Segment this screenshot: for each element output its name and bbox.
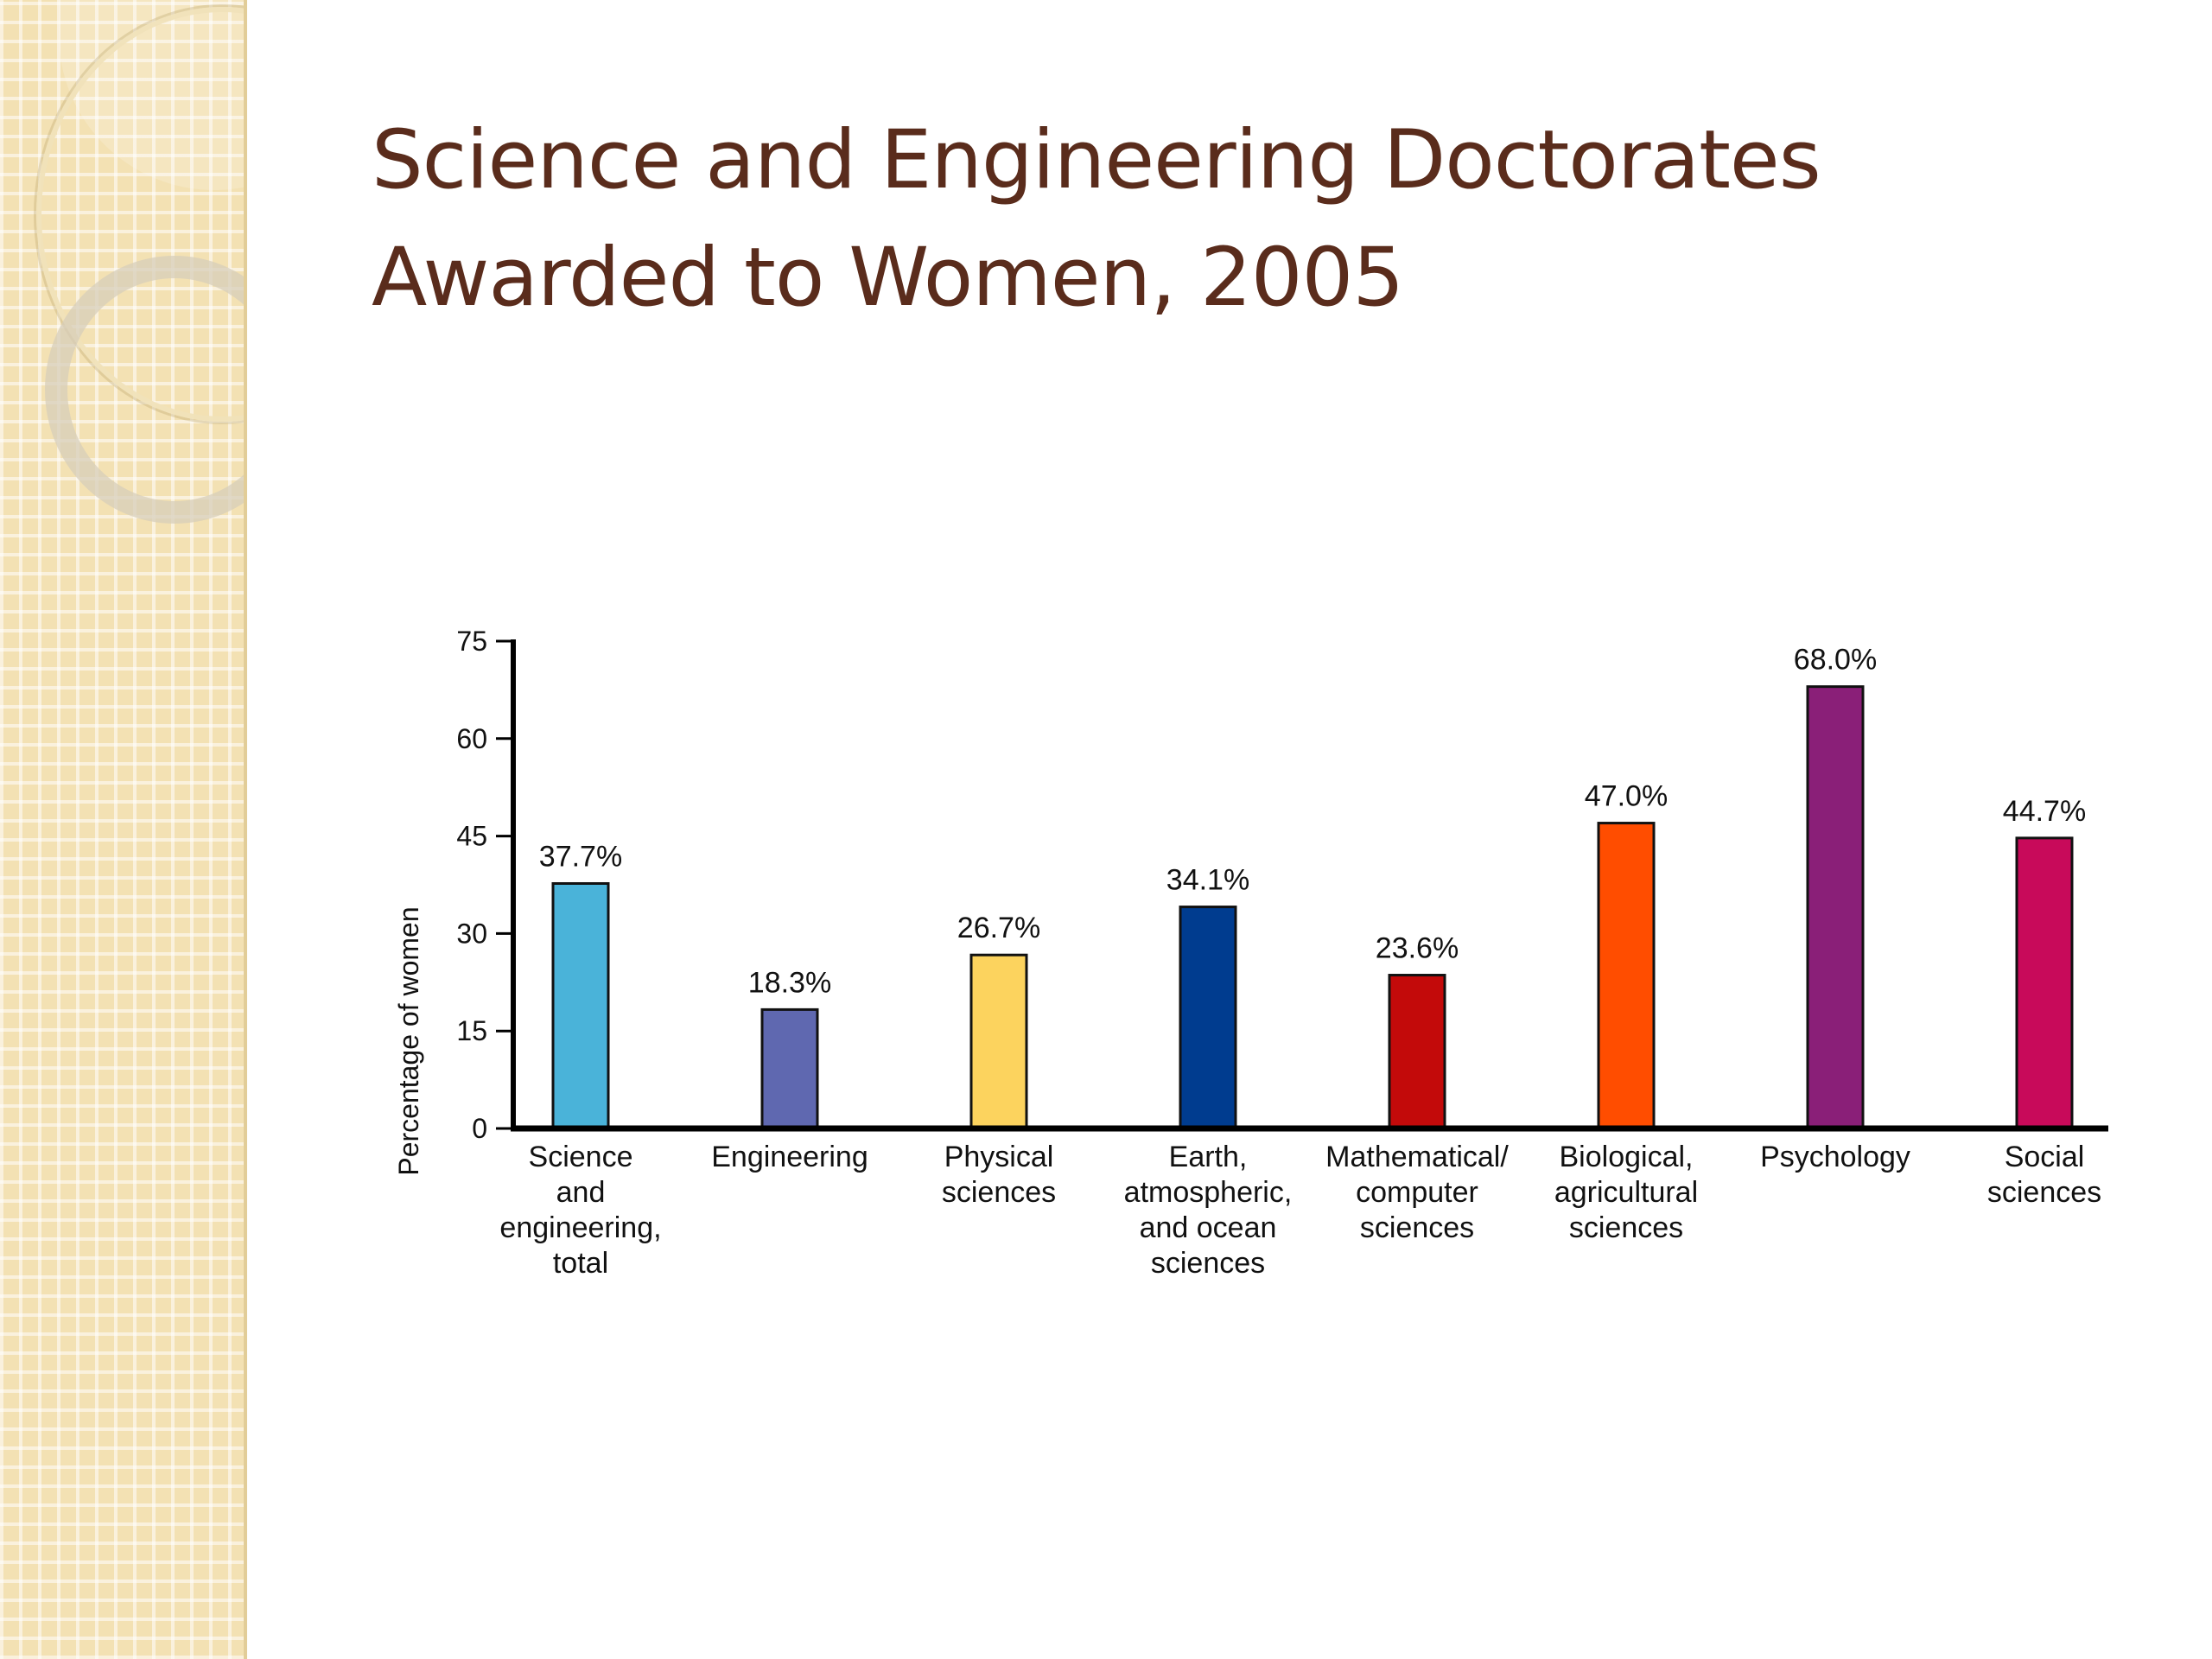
y-axis-title: Percentage of women [393,906,424,1175]
x-category-label: sciences [1569,1211,1683,1244]
bar-chart: Percentage of women 0 15 30 45 60 75 37.7% Scie… [393,626,2108,1280]
x-category-label: sciences [1360,1211,1474,1244]
y-tick-label: 60 [456,723,487,754]
bar [969,953,1028,1130]
x-category-label: computer [1356,1176,1478,1209]
bar-value-label: 26.7% [957,912,1040,944]
plot-area: 0 15 30 45 60 75 37.7% Scienceandengineering,to… [456,626,2108,1280]
x-category-label: Physical [944,1141,1054,1173]
x-category-label: engineering, [499,1211,661,1244]
decorative-sidebar [0,0,247,1659]
bar [1179,906,1237,1130]
x-category-label: Psychology [1760,1141,1910,1173]
y-tick-label: 45 [456,821,487,852]
x-category-label: Engineering [711,1141,868,1173]
x-category-label: Social [2005,1141,2085,1173]
bar [760,1007,819,1130]
bar [1806,685,1865,1130]
x-category-label: total [553,1247,608,1280]
bar [1597,822,1656,1130]
y-tick-label: 15 [456,1015,487,1046]
bar-value-label: 37.7% [539,840,622,873]
bar-value-label: 68.0% [1794,644,1877,677]
bar [551,881,610,1130]
bar-value-label: 18.3% [748,966,831,999]
slide-title: Science and Engineering Doctorates Award… [372,102,2100,337]
y-tick-label: 30 [456,918,487,949]
y-tick-label: 75 [456,626,487,657]
y-tick-label: 0 [472,1113,487,1144]
slide-title-line-1: Science and Engineering Doctorates [372,113,1821,207]
x-category-label: Biological, [1560,1141,1694,1173]
bar-value-label: 23.6% [1376,932,1459,965]
sidebar-edge [244,0,247,1659]
x-category-label: Mathematical/ [1325,1141,1509,1173]
x-category-label: and [556,1176,606,1209]
bar [1388,974,1446,1130]
x-category-label: sciences [1987,1176,2101,1209]
bar-value-label: 34.1% [1166,864,1249,897]
x-category-label: and ocean [1140,1211,1277,1244]
x-category-label: atmospheric, [1124,1176,1293,1209]
bar-value-label: 47.0% [1585,780,1668,813]
bar-value-label: 44.7% [2003,795,2086,828]
bar [2015,836,2074,1130]
x-category-label: sciences [1151,1247,1265,1280]
x-category-label: Science [529,1141,633,1173]
slide-title-line-2: Awarded to Women, 2005 [372,231,1404,325]
x-category-label: agricultural [1554,1176,1698,1209]
x-category-label: sciences [942,1176,1056,1209]
x-category-label: Earth, [1169,1141,1248,1173]
